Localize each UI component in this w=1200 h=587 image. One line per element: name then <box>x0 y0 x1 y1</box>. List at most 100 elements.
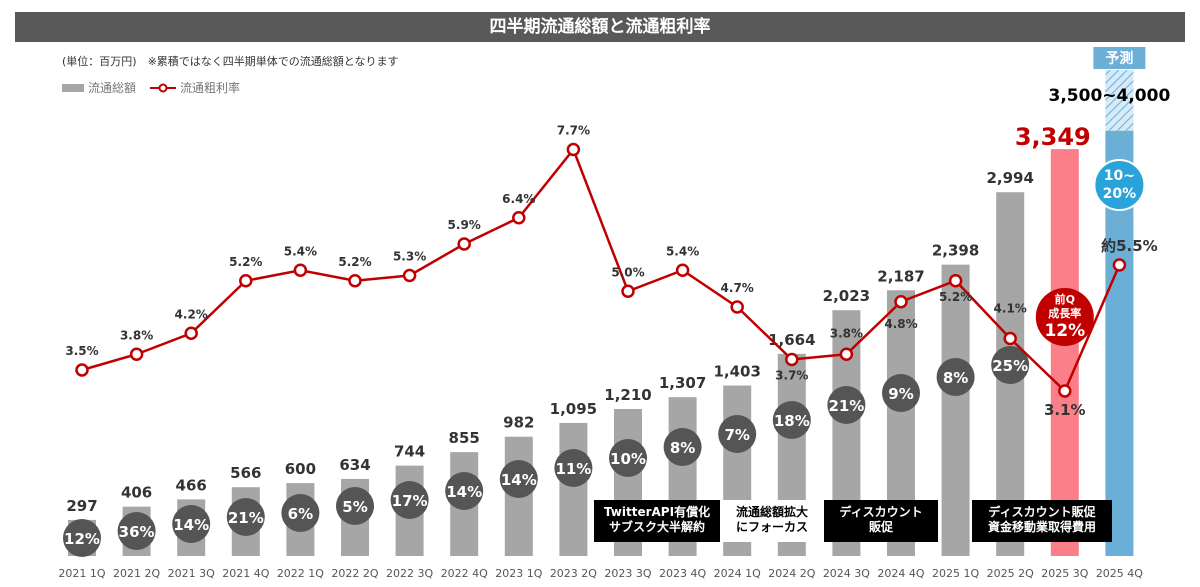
growth-badge <box>172 505 211 543</box>
x-tick-label: 2025 1Q <box>932 567 979 580</box>
line-value-label: 約5.5% <box>1101 237 1158 255</box>
bar-value-label: 3,349 <box>1015 123 1091 151</box>
bar-value-label: 2,023 <box>823 287 870 305</box>
x-tick-label: 2021 2Q <box>113 567 160 580</box>
callout-line: 資金移動業取得費用 <box>987 520 1096 534</box>
line-point <box>675 263 690 277</box>
bar-value-label: 566 <box>230 464 261 482</box>
bar <box>1050 149 1079 556</box>
bar <box>559 422 588 556</box>
bar <box>941 264 970 556</box>
x-tick-label: 2024 1Q <box>714 567 761 580</box>
bar-value-label: 2,994 <box>986 169 1033 187</box>
growth-badge-label: 5% <box>342 498 367 516</box>
x-tick-label: 2021 3Q <box>168 567 215 580</box>
bar-value-label: 406 <box>121 484 152 502</box>
forecast-range-label: 3,500~4,000 <box>1049 86 1171 106</box>
callout-discount-2025: ディスカウント販促 資金移動業取得費用 <box>972 500 1112 542</box>
callout-line: サブスク大半解約 <box>608 520 705 534</box>
line-point <box>293 263 308 277</box>
growth-badge-label: 21% <box>228 509 264 527</box>
growth-badge <box>718 415 757 453</box>
bar-value-label: 1,210 <box>604 386 651 404</box>
x-tick-label: 2024 2Q <box>768 567 815 580</box>
x-tick-label: 2025 3Q <box>1041 567 1088 580</box>
growth-badge-label: 18% <box>774 412 810 430</box>
growth-badge <box>117 512 156 550</box>
line-point <box>730 300 744 314</box>
line-point <box>839 347 854 361</box>
line-value-label: 4.7% <box>721 281 754 295</box>
growth-badge <box>226 498 265 536</box>
x-tick-label: 2021 1Q <box>58 567 105 580</box>
growth-badge-label: 14% <box>501 471 537 489</box>
line-point <box>348 274 362 288</box>
growth-badge-label: 11% <box>555 460 591 478</box>
bar-value-label: 982 <box>503 414 534 432</box>
x-tick-label: 2022 4Q <box>441 567 488 580</box>
callout-line: ディスカウント販促 <box>988 505 1096 519</box>
unit-note: (単位：百万円) ※累積ではなく四半期単体での流通総額となります <box>62 55 399 68</box>
growth-badge-label: 36% <box>119 523 155 541</box>
line-value-label: 4.1% <box>994 302 1027 316</box>
line-point <box>894 295 908 309</box>
growth-badge-label: 8% <box>943 369 968 387</box>
x-tick-label: 2023 4Q <box>659 567 706 580</box>
growth-badge-label: 17% <box>392 492 428 510</box>
bar-value-label: 2,398 <box>932 242 979 260</box>
x-tick-label: 2021 4Q <box>222 567 269 580</box>
bar-value-label: 2,187 <box>877 267 924 285</box>
bar-value-label: 297 <box>66 497 97 515</box>
x-tick-label: 2023 2Q <box>550 567 597 580</box>
line-value-label: 5.9% <box>448 218 481 232</box>
callout-line: にフォーカス <box>735 520 808 534</box>
line-point <box>1003 331 1017 346</box>
line-value-label: 5.4% <box>666 244 699 258</box>
growth-badge <box>991 346 1030 384</box>
legend-bar-label: 流通総額 <box>88 81 137 95</box>
growth-badge <box>936 358 975 396</box>
line-value-label: 3.1% <box>1044 401 1086 419</box>
growth-badge-label: 6% <box>288 505 313 523</box>
line-point <box>621 284 635 298</box>
callout-line: ディスカウント <box>839 505 923 519</box>
line-point <box>1058 384 1072 398</box>
callout-line: TwitterAPI有償化 <box>603 505 711 519</box>
line-point <box>512 211 526 225</box>
x-tick-label: 2022 3Q <box>386 567 433 580</box>
line-point <box>566 142 581 157</box>
x-tick-label: 2025 2Q <box>987 567 1034 580</box>
line-value-label: 7.7% <box>557 124 590 138</box>
line-point <box>239 274 253 288</box>
forecast-growth-badge <box>1093 159 1146 211</box>
bar-value-label: 1,664 <box>768 331 815 349</box>
legend-line-swatch <box>150 83 177 93</box>
x-tick-label: 2024 4Q <box>877 567 924 580</box>
line-value-label: 5.2% <box>939 290 972 304</box>
line-value-label: 3.8% <box>830 326 863 340</box>
line-value-label: 6.4% <box>502 192 535 206</box>
line-value-label: 4.8% <box>884 317 917 331</box>
growth-badge-label: 8% <box>670 439 695 457</box>
x-tick-label: 2022 1Q <box>277 567 324 580</box>
growth-badge <box>390 481 429 519</box>
line-point <box>1112 258 1127 272</box>
callout-line: 流通総額拡大 <box>735 505 808 519</box>
forecast-range-hatch <box>1105 70 1134 131</box>
gross-margin-line <box>81 147 1121 394</box>
growth-badge <box>663 428 702 466</box>
growth-badge <box>499 460 538 498</box>
growth-badge-label: 14% <box>446 483 482 501</box>
chart-title: 四半期流通総額と流通粗利率 <box>15 12 1185 42</box>
highlight-growth-badge <box>1035 288 1094 346</box>
forecast-label-box <box>1093 47 1146 69</box>
growth-badge-label: 7% <box>724 426 749 444</box>
growth-badge-label: 25% <box>992 357 1028 375</box>
growth-badge <box>281 494 320 532</box>
legend: 流通総額 流通粗利率 <box>62 79 240 96</box>
growth-badge <box>63 519 101 557</box>
growth-badge-label: 10% <box>610 450 646 468</box>
growth-badge <box>827 386 866 424</box>
line-value-label: 3.7% <box>775 369 808 383</box>
growth-badge <box>882 374 920 412</box>
